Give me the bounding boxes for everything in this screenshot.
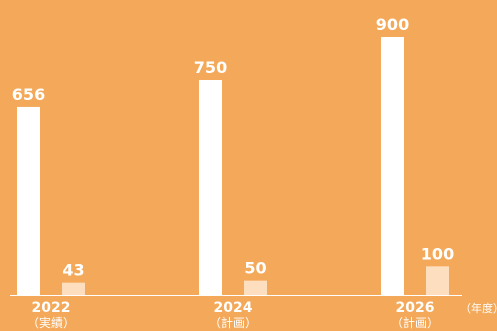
category-note-2026: （計画） <box>391 315 439 330</box>
x-axis-unit-label: （年度） <box>460 301 497 315</box>
data-labels-layer: 656 750 900 43 50 100 <box>12 15 454 280</box>
data-label-2022-series-2: 43 <box>62 261 84 280</box>
category-label-2022: 2022 <box>32 300 71 316</box>
category-labels-layer: 2022（実績）2024（計画）2026（計画） <box>27 300 439 330</box>
bar-2026-series-2 <box>426 266 449 295</box>
bar-2024-series-1 <box>199 80 222 295</box>
data-label-2026-series-1: 900 <box>376 15 409 34</box>
category-label-2026: 2026 <box>396 300 435 316</box>
data-label-2026-series-2: 100 <box>421 244 454 263</box>
category-note-2024: （計画） <box>209 315 257 330</box>
bars-layer <box>17 37 449 296</box>
data-label-2024-series-1: 750 <box>194 58 227 77</box>
bar-2026-series-1 <box>381 37 404 295</box>
bar-2022-series-1 <box>17 106 40 296</box>
category-note-2022: （実績） <box>27 315 75 330</box>
data-label-2022-series-1: 656 <box>12 85 45 104</box>
bar-2024-series-2 <box>244 280 267 295</box>
bar-2022-series-2 <box>62 282 85 295</box>
data-label-2024-series-2: 50 <box>244 259 266 278</box>
category-label-2024: 2024 <box>214 300 253 316</box>
